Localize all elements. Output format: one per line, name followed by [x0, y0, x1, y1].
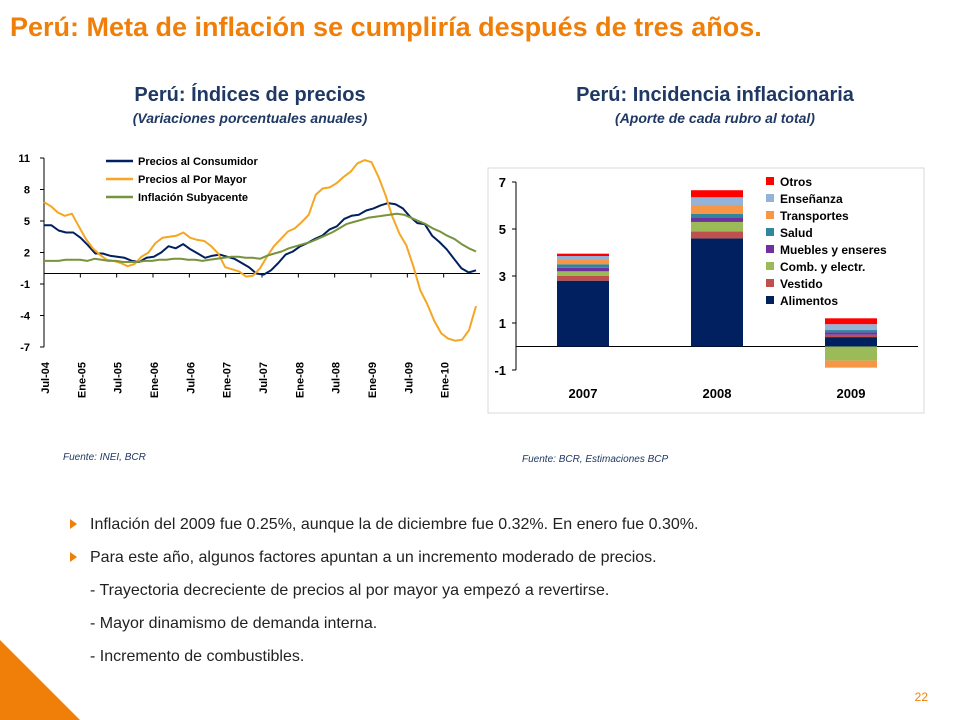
x-tick-label: Jul-08	[331, 362, 343, 394]
slide-title: Perú: Meta de inflación se cumpliría des…	[10, 12, 762, 42]
x-tick-label: Ene-05	[76, 362, 88, 398]
bar-segment-1	[691, 238, 743, 347]
left-chart-subtitle: (Variaciones porcentuales anuales)	[132, 110, 368, 126]
bar-segment-1	[557, 280, 609, 347]
bullet-item: Inflación del 2009 fue 0.25%, aunque la …	[70, 515, 698, 534]
bar-segment-5	[691, 213, 743, 218]
inflation-incidence-bar-chart: 7 5 3 1 -1 2007 2008 2009 Otros Enseñanza Transpor…	[487, 167, 925, 414]
x-tick-label: Ene-08	[294, 362, 306, 398]
bar-segment-7	[691, 197, 743, 206]
legend-swatch	[766, 279, 774, 287]
line-series-2	[43, 159, 477, 342]
price-index-line-chart: 11 8 5 2 -1 -4 -7 Jul-04 Ene-05 Jul-05 Ene-06 Jul-0…	[18, 153, 480, 398]
bullet-text: Inflación del 2009 fue 0.25%, aunque la …	[90, 516, 699, 533]
bar-segment-4	[557, 267, 609, 272]
legend-label: Alimentos	[780, 294, 838, 308]
bar-segment-2	[691, 231, 743, 239]
y-tick-label: 5	[24, 216, 30, 228]
line-series-1	[44, 202, 477, 276]
line-series-3	[44, 212, 477, 263]
bar-segment-1	[825, 337, 877, 347]
y-tick-label: 1	[499, 316, 506, 331]
legend-swatch	[766, 296, 774, 304]
bar-segment-3	[825, 346, 877, 361]
x-tick-label: Ene-09	[367, 362, 379, 398]
page-number: 22	[914, 690, 928, 704]
bar-segment-5	[557, 264, 609, 268]
right-chart-subtitle: (Aporte de cada rubro al total)	[615, 110, 815, 126]
bar-segment-2	[557, 276, 609, 281]
bar-segment-7	[825, 324, 877, 331]
legend-label: Comb. y electr.	[780, 260, 865, 274]
bar-segment-8	[557, 253, 609, 257]
bar-segment-8	[691, 190, 743, 198]
y-tick-label: 11	[18, 153, 30, 165]
y-tick-label: -4	[20, 311, 31, 323]
arrow-bullet-icon	[70, 552, 77, 562]
sub-item: - Trayectoria decreciente de precios al …	[90, 582, 610, 599]
y-tick-label: -1	[494, 363, 506, 378]
x-tick-label: Jul-07	[258, 362, 270, 394]
legend-swatch	[766, 245, 774, 253]
sub-item: - Mayor dinamismo de demanda interna.	[90, 615, 378, 632]
right-chart-title: Perú: Incidencia inflacionaria	[576, 84, 854, 106]
bar-segment-4	[691, 217, 743, 222]
bar-segment-2	[825, 334, 877, 338]
bar-segment-5	[825, 330, 877, 333]
right-source-note: Fuente: BCR, Estimaciones BCP	[522, 454, 669, 465]
y-tick-label: 2	[24, 248, 30, 260]
x-tick-label: Ene-07	[222, 362, 234, 398]
corner-decoration	[0, 640, 80, 720]
x-tick-label: Jul-05	[113, 362, 125, 394]
left-source-note: Fuente: INEI, BCR	[63, 452, 146, 463]
legend-label: Transportes	[780, 209, 849, 223]
bar-segment-3	[557, 271, 609, 276]
bullet-list: Inflación del 2009 fue 0.25%, aunque la …	[70, 515, 698, 680]
legend-label: Salud	[780, 226, 813, 240]
bullet-item: Para este año, algunos factores apuntan …	[70, 548, 698, 567]
legend-label: Otros	[780, 175, 812, 189]
bar-segment-7	[557, 256, 609, 260]
left-chart-title: Perú: Índices de precios	[134, 84, 366, 106]
x-tick-label: Ene-10	[440, 362, 452, 398]
y-tick-label: -7	[20, 342, 30, 354]
bar-segment-4	[825, 332, 877, 335]
bar-segment-6	[557, 259, 609, 265]
bar-segment-3	[691, 221, 743, 232]
legend-label: Precios al Por Mayor	[138, 174, 248, 186]
legend-label: Inflación Subyacente	[138, 192, 248, 204]
bar-segment-8	[825, 318, 877, 325]
legend-swatch	[766, 228, 774, 236]
y-tick-label: 7	[499, 175, 506, 190]
x-tick-label: Jul-06	[185, 362, 197, 394]
x-tick-label: Jul-04	[40, 361, 52, 394]
legend-label: Vestido	[780, 277, 823, 291]
bar-segment-6	[691, 205, 743, 214]
legend-label: Enseñanza	[780, 192, 843, 206]
bar-segment-6	[825, 360, 877, 368]
arrow-bullet-icon	[70, 519, 77, 529]
x-category-label: 2007	[569, 386, 598, 401]
x-tick-label: Jul-09	[403, 362, 415, 394]
sub-item: - Incremento de combustibles.	[90, 648, 305, 665]
y-tick-label: 8	[24, 185, 30, 197]
x-category-label: 2009	[837, 386, 866, 401]
legend-swatch	[766, 194, 774, 202]
legend-label: Muebles y enseres	[780, 243, 887, 257]
x-tick-label: Ene-06	[149, 362, 161, 398]
bullet-text: Para este año, algunos factores apuntan …	[90, 549, 657, 566]
legend-swatch	[766, 211, 774, 219]
legend-label: Precios al Consumidor	[138, 156, 259, 168]
y-tick-label: -1	[20, 279, 30, 291]
legend-swatch	[766, 177, 774, 185]
y-tick-label: 3	[499, 269, 506, 284]
legend-swatch	[766, 262, 774, 270]
x-category-label: 2008	[703, 386, 732, 401]
y-tick-label: 5	[499, 222, 506, 237]
